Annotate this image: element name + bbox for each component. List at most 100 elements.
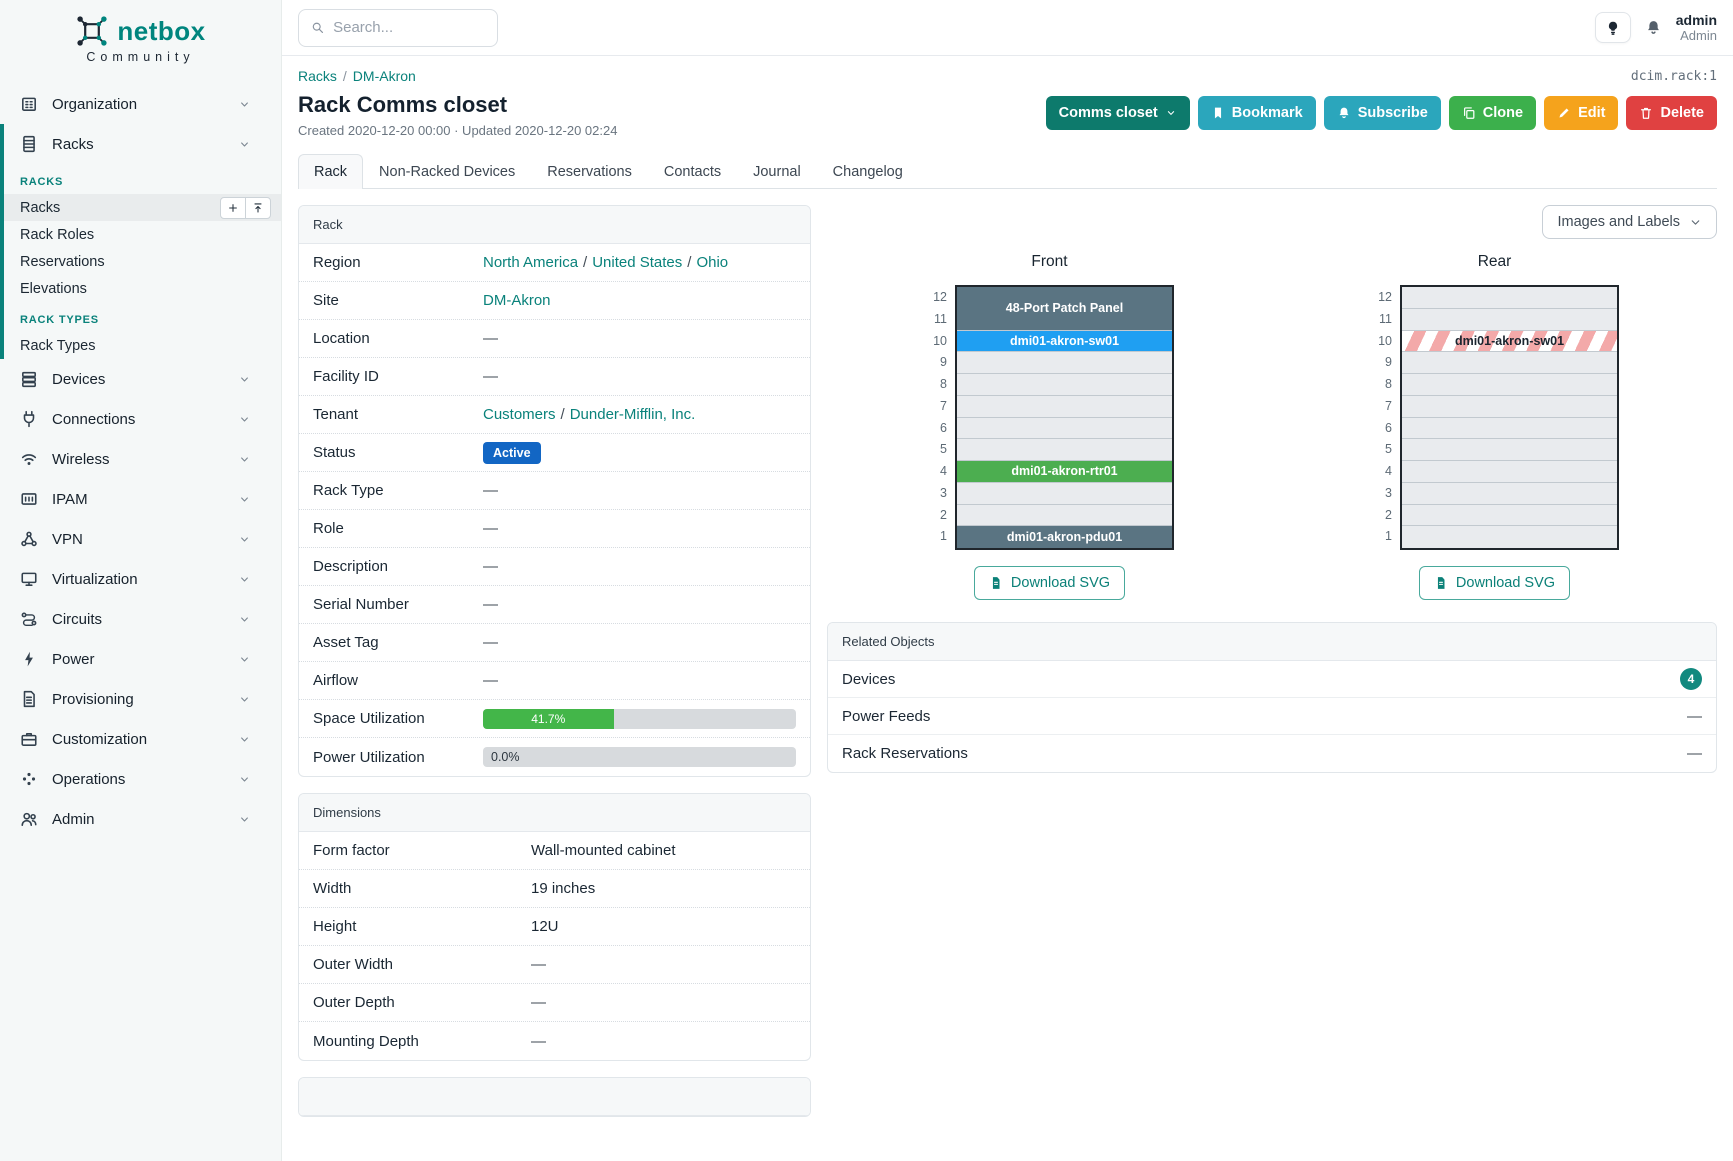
chevron-down-icon (241, 736, 248, 742)
field-value: 19 inches (531, 880, 596, 897)
tab-contacts[interactable]: Contacts (663, 164, 722, 180)
sidebar-item-circuits[interactable]: Circuits (0, 599, 281, 639)
link-ohio[interactable]: Ohio (696, 254, 729, 271)
download-svg-button-rear[interactable]: Download SVG (1418, 566, 1571, 600)
racks-icon (23, 135, 35, 153)
sidebar-item-label: Circuits (52, 610, 103, 628)
notifications-button[interactable] (1645, 19, 1662, 36)
sidebar-item-label: Organization (52, 95, 138, 113)
chevron-down-icon (241, 536, 248, 542)
unit-number: 1 (1385, 529, 1392, 544)
sidebar-item-racks[interactable]: Racks (0, 124, 281, 164)
button-label: Edit (1578, 105, 1606, 121)
sidebar-item-reservations[interactable]: Reservations (0, 248, 281, 275)
rack-empty-unit (957, 417, 1172, 440)
download-svg-label: Download SVG (1010, 575, 1111, 591)
lightbulb-icon (1608, 21, 1617, 35)
utilization-bar: 0.0% (483, 747, 796, 767)
breadcrumb-link-racks[interactable]: Racks (298, 68, 337, 84)
download-svg-button-front[interactable]: Download SVG (973, 566, 1126, 600)
sidebar-item-rack-roles[interactable]: Rack Roles (0, 221, 281, 248)
unit-number: 4 (940, 464, 947, 478)
link-united-states[interactable]: United States (592, 254, 683, 271)
rack-device-dmi01-akron-rtr01[interactable]: dmi01-akron-rtr01 (957, 461, 1172, 483)
sidebar-item-vpn[interactable]: VPN (0, 519, 281, 559)
tab-reservations[interactable]: Reservations (547, 164, 632, 180)
button-label: Comms closet (1058, 105, 1158, 121)
rack-elevation-front: Front 12 11 10 9 8 7 6 5 4 3 2 1 48-Port Patch Panel d… (827, 253, 1272, 600)
rack-empty-unit (1402, 308, 1617, 331)
sidebar-item-racks[interactable]: Racks (0, 194, 281, 221)
tab-bar: Rack Non-Racked Devices Reservations Contac… (298, 154, 1717, 189)
sidebar-item-elevations[interactable]: Elevations (0, 275, 281, 302)
sidebar-item-connections[interactable]: Connections (0, 399, 281, 439)
tab-changelog[interactable]: Changelog (832, 164, 903, 180)
rack-device-48-port-patch-panel[interactable]: 48-Port Patch Panel (957, 287, 1172, 331)
field-value: 12U (531, 918, 559, 935)
field-value: — (483, 520, 796, 537)
sidebar-item-customization[interactable]: Customization (0, 719, 281, 759)
empty-value: — (483, 368, 498, 385)
related-link-rack-reservations[interactable]: Rack Reservations (842, 745, 968, 762)
dark-mode-toggle[interactable] (1594, 12, 1631, 43)
empty-value: — (483, 520, 498, 537)
sidebar-item-rack-types[interactable]: Rack Types (0, 332, 281, 359)
related-row-devices: Devices 4 (828, 661, 1716, 698)
value-separator: / (560, 406, 565, 423)
related-link-power-feeds[interactable]: Power Feeds (842, 707, 931, 725)
chevron-down-icon (241, 141, 248, 147)
sidebar-item-admin[interactable]: Admin (0, 799, 281, 839)
bookmark-button[interactable]: Bookmark (1197, 96, 1316, 130)
sidebar-item-wireless[interactable]: Wireless (0, 439, 281, 479)
field-value: DM-Akron (483, 292, 796, 309)
sidebar-item-power[interactable]: Power (0, 639, 281, 679)
rack-device-dmi01-akron-sw01[interactable]: dmi01-akron-sw01 (957, 330, 1172, 353)
brand[interactable]: netbox Community (0, 0, 281, 74)
sidebar-item-operations[interactable]: Operations (0, 759, 281, 799)
sidebar-subitem-label: Racks (20, 199, 61, 216)
link-dunder-mifflin-inc[interactable]: Dunder-Mifflin, Inc. (569, 406, 696, 423)
plus-button[interactable] (220, 196, 246, 219)
search-field[interactable] (333, 19, 485, 36)
field-value: 0.0% (483, 747, 796, 767)
search-input[interactable] (298, 8, 498, 47)
sidebar-section-header: RACK TYPES (20, 314, 99, 326)
field-label: Outer Depth (313, 994, 395, 1011)
sidebar-item-devices[interactable]: Devices (0, 359, 281, 399)
sidebar-item-virtualization[interactable]: Virtualization (0, 559, 281, 599)
link-north-america[interactable]: North America (483, 254, 579, 271)
link-customers[interactable]: Customers (483, 406, 556, 423)
rack-empty-unit (1402, 352, 1617, 374)
sidebar-subitem-label: Elevations (20, 280, 87, 297)
rack-empty-unit (957, 352, 1172, 374)
value-separator: / (687, 254, 692, 271)
file-icon (992, 577, 1000, 589)
related-link-devices[interactable]: Devices (842, 670, 896, 688)
tab-non-racked-devices[interactable]: Non-Racked Devices (379, 164, 516, 180)
sidebar-item-organization[interactable]: Organization (0, 84, 281, 124)
breadcrumb-link-dm-akron[interactable]: DM-Akron (352, 68, 416, 84)
field-label: Height (313, 918, 357, 935)
user-menu[interactable]: admin Admin (1676, 12, 1717, 43)
edit-button[interactable]: Edit (1544, 96, 1619, 130)
upload-button[interactable] (245, 196, 271, 219)
tab-rack[interactable]: Rack (298, 154, 364, 189)
tab-journal[interactable]: Journal (753, 164, 801, 180)
images-labels-toggle[interactable]: Images and Labels (1542, 205, 1717, 239)
link-dm-akron[interactable]: DM-Akron (483, 292, 551, 309)
unit-number: 8 (940, 377, 947, 391)
subscribe-button[interactable]: Subscribe (1323, 96, 1441, 130)
file-icon (1437, 577, 1445, 589)
comms-closet-button[interactable]: Comms closet (1045, 96, 1190, 130)
rack-device-dmi01-akron-sw01[interactable]: dmi01-akron-sw01 (1402, 330, 1617, 353)
clone-button[interactable]: Clone (1448, 96, 1537, 130)
empty-value: — (483, 330, 498, 347)
sidebar-item-ipam[interactable]: IPAM (0, 479, 281, 519)
sidebar-item-provisioning[interactable]: Provisioning (0, 679, 281, 719)
sidebar-subitem-label: Rack Roles (20, 226, 95, 243)
sidebar-item-label: Operations (52, 770, 126, 788)
delete-button[interactable]: Delete (1626, 96, 1717, 130)
rack-device-dmi01-akron-pdu01[interactable]: dmi01-akron-pdu01 (957, 526, 1172, 548)
power-icon (25, 651, 33, 667)
rack-unit-numbers: 12 11 10 9 8 7 6 5 4 3 2 1 (1370, 285, 1392, 548)
